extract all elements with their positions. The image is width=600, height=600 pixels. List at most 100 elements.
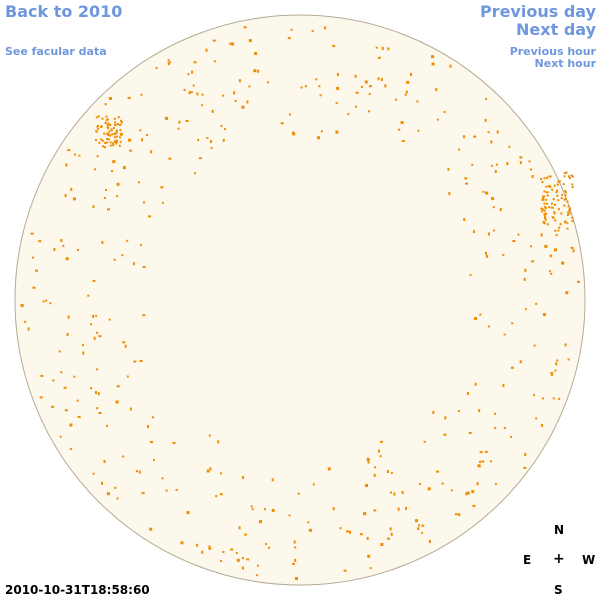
plage-spot — [494, 412, 496, 415]
plage-spot — [368, 85, 372, 88]
plage-spot — [423, 440, 426, 443]
plage-spot — [519, 360, 522, 364]
plage-spot — [404, 93, 407, 96]
plage-spot — [109, 141, 112, 144]
plage-spot — [320, 130, 323, 133]
previous-day-link[interactable]: Previous day — [479, 2, 596, 21]
plage-spot — [69, 423, 73, 427]
next-hour-link[interactable]: Next hour — [534, 57, 597, 70]
plage-spot — [107, 122, 110, 125]
plage-spot — [101, 481, 103, 485]
plage-spot — [76, 399, 79, 402]
plage-spot — [168, 61, 171, 64]
plage-spot — [416, 100, 419, 103]
plage-spot — [97, 392, 100, 396]
plage-spot — [139, 360, 143, 362]
plage-spot — [112, 160, 116, 164]
plage-spot — [463, 135, 465, 139]
plage-spot — [106, 132, 109, 135]
plage-spot — [307, 521, 310, 524]
back-to-year-link[interactable]: Back to 2010 — [5, 2, 123, 21]
plage-spot — [146, 134, 149, 136]
plage-spot — [287, 37, 291, 40]
plage-spot — [222, 94, 225, 97]
plage-spot — [335, 102, 338, 104]
plage-spot — [540, 178, 543, 180]
plage-spot — [268, 546, 271, 549]
plage-spot — [540, 207, 543, 210]
plage-spot — [485, 254, 488, 258]
plage-spot — [544, 244, 548, 248]
plage-spot — [105, 118, 108, 121]
plage-spot — [219, 493, 223, 496]
plage-spot — [541, 181, 544, 184]
plage-spot — [564, 343, 567, 347]
plage-spot — [556, 183, 559, 186]
plage-spot — [548, 175, 551, 178]
plage-spot — [502, 384, 505, 387]
plage-spot — [77, 249, 80, 251]
plage-spot — [335, 130, 339, 134]
plage-spot — [178, 120, 181, 124]
plage-spot — [165, 489, 168, 492]
plage-spot — [435, 88, 438, 92]
plage-spot — [108, 130, 111, 133]
plage-spot — [484, 118, 487, 122]
plage-spot — [546, 194, 549, 197]
plage-spot — [464, 177, 468, 180]
plage-spot — [119, 123, 122, 126]
plage-spot — [472, 504, 476, 507]
plage-spot — [294, 546, 297, 549]
plage-spot — [253, 69, 257, 73]
plage-spot — [543, 190, 546, 193]
plage-spot — [97, 128, 100, 131]
compass-south-label: S — [554, 583, 563, 597]
plage-spot — [556, 359, 559, 362]
plage-spot — [271, 478, 274, 482]
plage-spot — [563, 172, 566, 175]
plage-spot — [152, 416, 154, 419]
plage-spot — [49, 302, 52, 305]
plage-spot — [495, 163, 498, 166]
plage-spot — [107, 133, 110, 136]
plage-spot — [533, 394, 536, 397]
plage-spot — [104, 141, 107, 144]
plage-spot — [114, 486, 117, 489]
plage-spot — [564, 190, 567, 192]
plage-spot — [66, 333, 69, 336]
see-facular-data-link[interactable]: See facular data — [5, 45, 107, 58]
plage-spot — [389, 491, 392, 494]
plage-spot — [155, 67, 158, 70]
plage-spot — [549, 254, 552, 258]
plage-spot — [67, 149, 71, 152]
plage-spot — [570, 174, 573, 177]
plage-spot — [271, 508, 275, 512]
plage-spot — [558, 180, 561, 183]
plage-spot — [193, 172, 196, 175]
plage-spot — [449, 64, 452, 68]
plage-spot — [187, 73, 190, 76]
plage-spot — [552, 397, 555, 400]
plage-spot — [116, 139, 119, 142]
plage-spot — [531, 175, 534, 178]
plage-spot — [265, 543, 268, 545]
next-day-link[interactable]: Next day — [516, 20, 596, 39]
plage-spot — [531, 260, 535, 263]
plage-spot — [141, 492, 145, 495]
plage-spot — [519, 156, 523, 159]
plage-spot — [567, 205, 570, 208]
plage-spot — [494, 170, 497, 173]
plage-spot — [122, 455, 125, 458]
plage-spot — [63, 386, 67, 389]
previous-hour-link[interactable]: Previous hour — [509, 45, 596, 58]
plage-spot — [489, 460, 492, 463]
plage-spot — [246, 558, 250, 561]
plage-spot — [109, 97, 112, 100]
plage-spot — [454, 513, 458, 516]
plage-spot — [111, 170, 113, 172]
plage-spot — [544, 215, 547, 218]
plage-spot — [53, 247, 56, 251]
plage-spot — [542, 195, 546, 198]
plage-spot — [564, 197, 567, 200]
plage-spot — [491, 197, 495, 201]
